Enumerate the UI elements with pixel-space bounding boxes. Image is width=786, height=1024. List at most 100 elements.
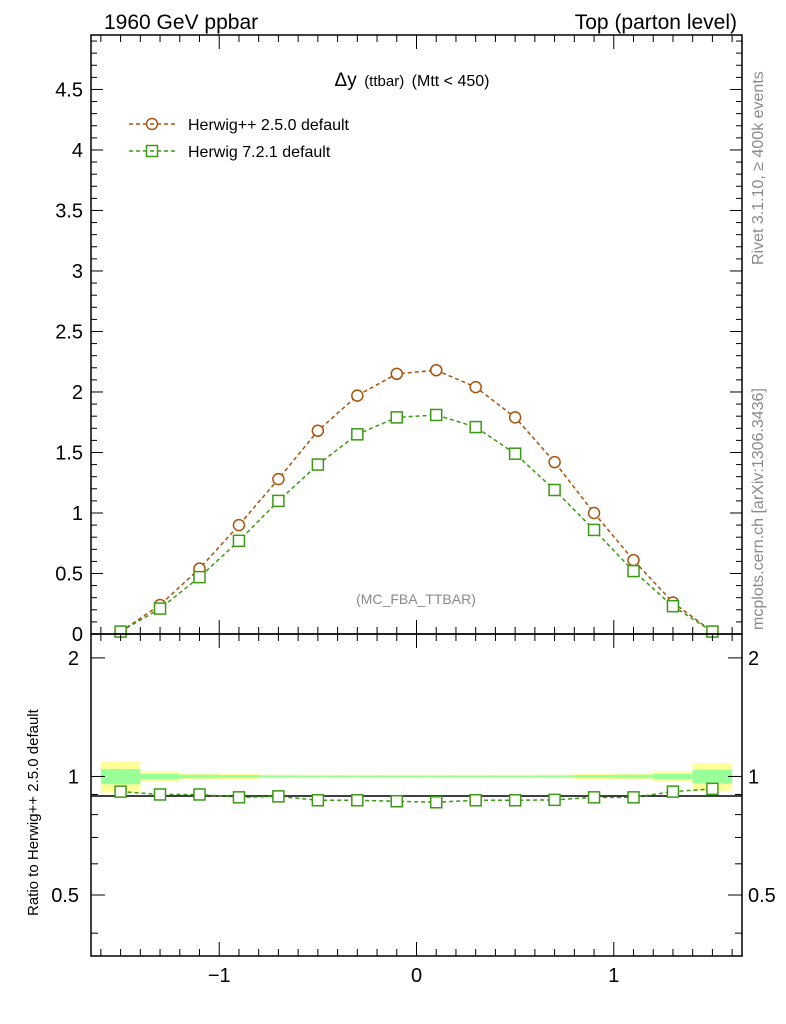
- ratio-point-herwig7: [272, 790, 285, 803]
- ratio-ytick-label-right: 0.5: [748, 885, 776, 907]
- ratio-point-herwig7: [548, 793, 561, 807]
- ratio-plot-panel: 0.5 0.5 1 1 2 2 −1 0 1 Ratio to Herwig++ 2.5.0 d…: [25, 633, 776, 987]
- ratio-series-line-herwig7: [120, 788, 713, 803]
- point-herwigpp: [627, 553, 640, 567]
- ratio-point-herwig7: [114, 785, 127, 798]
- ratio-xtick-label: 1: [608, 965, 619, 987]
- uncertainty-band-green: [377, 775, 417, 778]
- ratio-ytick-label-right: 2: [748, 648, 759, 670]
- ratio-point-herwig7: [311, 794, 325, 807]
- main-ytick-label: 3: [72, 261, 83, 283]
- ratio-ytick-label: 1: [68, 766, 79, 788]
- point-herwigpp: [429, 363, 443, 377]
- ratio-point-herwig7: [153, 788, 167, 801]
- title-cut: (Mtt < 450): [412, 73, 490, 90]
- point-herwig7: [311, 458, 325, 471]
- main-ytick-label: 1.5: [55, 442, 83, 464]
- point-herwig7: [390, 411, 404, 424]
- uncertainty-band-green: [653, 773, 693, 780]
- uncertainty-band-green: [613, 774, 654, 779]
- uncertainty-band-green: [574, 775, 614, 778]
- uncertainty-band-green: [692, 769, 733, 784]
- ratio-point-herwig7: [627, 791, 640, 804]
- ratio-xtick-label: −1: [208, 965, 231, 987]
- point-herwigpp: [351, 389, 364, 402]
- uncertainty-band-green: [416, 775, 456, 778]
- ratio-point-herwig7: [469, 794, 482, 807]
- point-herwigpp: [272, 472, 285, 486]
- point-herwig7: [272, 494, 285, 508]
- main-ytick-label: 4: [72, 140, 83, 162]
- ratio-point-herwig7: [351, 794, 364, 807]
- uncertainty-band-green: [140, 773, 180, 780]
- title-detail: (ttbar): [364, 73, 404, 90]
- uncertainty-band-green: [100, 768, 141, 785]
- point-herwigpp: [311, 424, 325, 437]
- uncertainty-band-green: [455, 775, 496, 778]
- ratio-point-herwig7: [390, 795, 404, 808]
- legend-label-herwig7: Herwig 7.2.1 default: [188, 144, 331, 161]
- ratio-point-herwig7: [232, 791, 246, 804]
- title-symbol: Δy: [335, 70, 358, 91]
- point-herwig7: [508, 447, 522, 460]
- ratio-point-herwig7: [429, 795, 443, 809]
- point-herwigpp: [469, 380, 482, 394]
- header-left-title: 1960 GeV ppbar: [104, 11, 258, 34]
- uncertainty-band-green: [337, 775, 378, 778]
- main-ytick-label: 3.5: [55, 200, 83, 222]
- point-herwig7: [351, 428, 364, 441]
- point-herwigpp: [232, 518, 246, 532]
- main-ytick-label: 4.5: [55, 79, 83, 101]
- point-herwig7: [232, 534, 246, 548]
- rivet-label: Rivet 3.1.10, ≥ 400k events: [750, 71, 767, 265]
- watermark: (MC_FBA_TTBAR): [356, 591, 476, 607]
- legend: Herwig++ 2.5.0 default Herwig 7.2.1 defa…: [129, 117, 350, 161]
- legend-entry-herwigpp: Herwig++ 2.5.0 default: [129, 117, 350, 134]
- uncertainty-band-green: [219, 775, 259, 778]
- point-herwigpp: [587, 506, 601, 520]
- uncertainty-band-green: [179, 774, 220, 779]
- uncertainty-band-green: [495, 775, 535, 778]
- legend-label-herwigpp: Herwig++ 2.5.0 default: [188, 117, 350, 134]
- point-herwig7: [469, 420, 482, 434]
- point-herwig7: [666, 599, 680, 613]
- uncertainty-band-green: [258, 775, 299, 778]
- header-right-title: Top (parton level): [575, 11, 737, 34]
- point-herwig7: [627, 564, 640, 578]
- main-ytick-label: 2.5: [55, 321, 83, 343]
- point-herwigpp: [548, 455, 561, 469]
- point-herwig7: [193, 570, 206, 584]
- series-line-herwig7: [120, 414, 713, 633]
- legend-circle-marker: [145, 117, 159, 131]
- uncertainty-band-green: [534, 775, 575, 778]
- point-herwig7: [548, 483, 561, 497]
- point-herwigpp: [508, 411, 522, 424]
- ratio-ylabel: Ratio to Herwig++ 2.5.0 default: [25, 708, 42, 916]
- point-herwigpp: [390, 367, 404, 381]
- uncertainty-band-green: [298, 775, 338, 778]
- series-line-herwigpp: [120, 369, 713, 633]
- point-herwig7: [153, 602, 167, 615]
- ratio-point-herwig7: [587, 791, 601, 804]
- mcplots-label: mcplots.cern.ch [arXiv:1306.3436]: [750, 388, 767, 630]
- ratio-point-herwig7: [706, 782, 719, 796]
- main-ytick-label: 0: [72, 624, 83, 646]
- ratio-ytick-label-right: 1: [748, 766, 759, 788]
- legend-square-marker: [145, 144, 159, 158]
- point-herwig7: [587, 523, 601, 537]
- main-ytick-label: 2: [72, 382, 83, 404]
- ratio-plot-frame: [90, 633, 743, 957]
- main-ytick-label: 0.5: [55, 563, 83, 585]
- ratio-point-herwig7: [508, 794, 522, 807]
- ratio-point-herwig7: [193, 788, 206, 801]
- main-plot-panel: 0 0.5 1 1.5 2 2.5 3 3.5 4 4.5 Δy (ttbar) (Mtt < 4…: [55, 34, 743, 646]
- main-ytick-label: 1: [72, 503, 83, 525]
- plot-title: Δy (ttbar) (Mtt < 450): [335, 70, 490, 91]
- ratio-xtick-label: 0: [411, 965, 422, 987]
- ratio-point-herwig7: [666, 785, 680, 798]
- legend-entry-herwig7: Herwig 7.2.1 default: [129, 144, 331, 161]
- point-herwig7: [429, 408, 443, 422]
- ratio-ytick-label: 2: [68, 648, 79, 670]
- ratio-ytick-label: 0.5: [51, 885, 79, 907]
